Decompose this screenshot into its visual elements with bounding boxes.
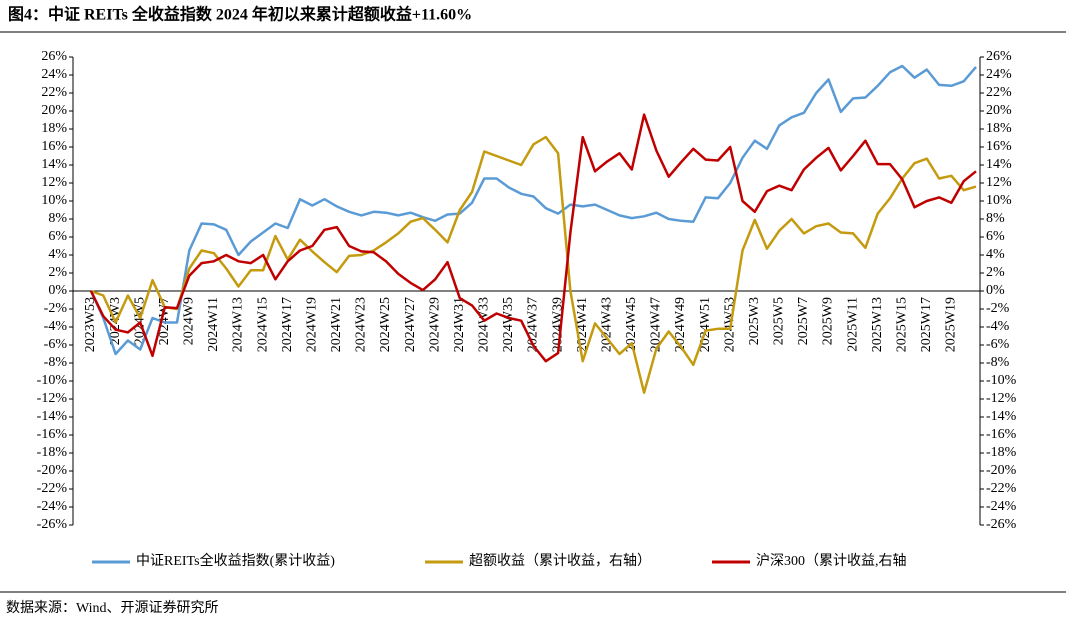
x-tick-label: 2024W43 <box>599 297 614 352</box>
y-tick-label: -22% <box>37 481 68 496</box>
y2-tick-label: 18% <box>986 121 1012 136</box>
y2-tick-label: -4% <box>986 319 1010 334</box>
y2-tick-label: -14% <box>986 409 1017 424</box>
y-tick-label: 24% <box>41 67 67 82</box>
legend-label: 沪深300（累计收益,右轴 <box>756 553 907 569</box>
y2-tick-label: -8% <box>986 355 1010 370</box>
series-line <box>90 135 977 394</box>
y2-tick-label: 0% <box>986 283 1005 298</box>
x-tick-label: 2025W5 <box>772 297 787 345</box>
x-tick-label: 2024W25 <box>378 297 393 352</box>
x-tick-label: 2024W23 <box>354 297 369 352</box>
y-tick-label: -12% <box>37 391 68 406</box>
y2-tick-label: -10% <box>986 373 1017 388</box>
y2-tick-label: -22% <box>986 481 1017 496</box>
x-tick-label: 2025W9 <box>821 297 836 345</box>
x-tick-label: 2024W17 <box>280 297 295 352</box>
x-tick-label: 2024W31 <box>452 297 467 352</box>
x-tick-label: 2024W35 <box>501 297 516 352</box>
y2-tick-label: -6% <box>986 337 1010 352</box>
y-tick-label: 8% <box>48 211 67 226</box>
y-tick-label: 16% <box>41 139 67 154</box>
y2-tick-label: 16% <box>986 139 1012 154</box>
x-tick-label: 2025W3 <box>747 297 762 345</box>
y-tick-label: 22% <box>41 85 67 100</box>
y-tick-label: -10% <box>37 373 68 388</box>
y2-tick-label: 20% <box>986 103 1012 118</box>
y2-tick-label: 10% <box>986 193 1012 208</box>
y2-tick-label: -12% <box>986 391 1017 406</box>
y-tick-label: -2% <box>44 301 68 316</box>
legend-label: 中证REITs全收益指数(累计收益) <box>136 552 335 569</box>
x-tick-label: 2025W13 <box>870 297 885 352</box>
x-tick-label: 2024W33 <box>477 297 492 352</box>
y-tick-label: -16% <box>37 427 68 442</box>
y-tick-label: -26% <box>37 517 68 532</box>
x-tick-label: 2024W15 <box>255 297 270 352</box>
y2-tick-label: 4% <box>986 247 1005 262</box>
x-tick-label: 2025W19 <box>944 297 959 352</box>
y-tick-label: 10% <box>41 193 67 208</box>
x-tick-label: 2024W11 <box>206 297 221 352</box>
y2-tick-label: -18% <box>986 445 1017 460</box>
y-tick-label: -4% <box>44 319 68 334</box>
y2-tick-label: 26% <box>986 49 1012 64</box>
y-tick-label: -8% <box>44 355 68 370</box>
x-tick-label: 2024W21 <box>329 297 344 352</box>
x-tick-label: 2025W7 <box>796 297 811 345</box>
y-tick-label: 14% <box>41 157 67 172</box>
chart-title: 图4：中证 REITs 全收益指数 2024 年初以来累计超额收益+11.60% <box>8 5 472 24</box>
x-tick-label: 2023W53 <box>83 297 98 352</box>
x-tick-label: 2024W29 <box>427 297 442 352</box>
y2-tick-label: 12% <box>986 175 1012 190</box>
y-tick-label: 2% <box>48 265 67 280</box>
x-tick-label: 2024W47 <box>649 297 664 352</box>
x-tick-label: 2024W45 <box>624 297 639 352</box>
y-tick-label: 6% <box>48 229 67 244</box>
x-tick-label: 2025W11 <box>845 297 860 352</box>
y-tick-label: 26% <box>41 49 67 64</box>
y2-tick-label: -2% <box>986 301 1010 316</box>
y2-tick-label: 24% <box>986 67 1012 82</box>
y-tick-label: 18% <box>41 121 67 136</box>
y-tick-label: -24% <box>37 499 68 514</box>
y-tick-label: 0% <box>48 283 67 298</box>
y2-tick-label: 14% <box>986 157 1012 172</box>
x-tick-label: 2025W15 <box>894 297 909 352</box>
y2-tick-label: -26% <box>986 517 1017 532</box>
y-tick-label: 12% <box>41 175 67 190</box>
x-tick-label: 2024W19 <box>304 297 319 352</box>
y2-tick-label: -16% <box>986 427 1017 442</box>
y-tick-label: -6% <box>44 337 68 352</box>
y2-tick-label: 22% <box>986 85 1012 100</box>
x-tick-label: 2024W27 <box>403 297 418 352</box>
legend-label: 超额收益（累计收益，右轴） <box>469 553 651 569</box>
y-tick-label: 20% <box>41 103 67 118</box>
y-tick-label: -18% <box>37 445 68 460</box>
series-line <box>89 64 977 356</box>
x-tick-label: 2025W17 <box>919 297 934 352</box>
y2-tick-label: 6% <box>986 229 1005 244</box>
y2-tick-label: -24% <box>986 499 1017 514</box>
x-tick-label: 2024W13 <box>231 297 246 352</box>
y2-tick-label: 8% <box>986 211 1005 226</box>
x-tick-label: 2024W9 <box>182 297 197 345</box>
y2-tick-label: 2% <box>986 265 1005 280</box>
y-tick-label: 4% <box>48 247 67 262</box>
y-tick-label: -20% <box>37 463 68 478</box>
y2-tick-label: -20% <box>986 463 1017 478</box>
x-tick-label: 2024W49 <box>673 297 688 352</box>
series-line <box>89 113 977 363</box>
y-tick-label: -14% <box>37 409 68 424</box>
source-note: 数据来源：Wind、开源证券研究所 <box>6 600 219 616</box>
